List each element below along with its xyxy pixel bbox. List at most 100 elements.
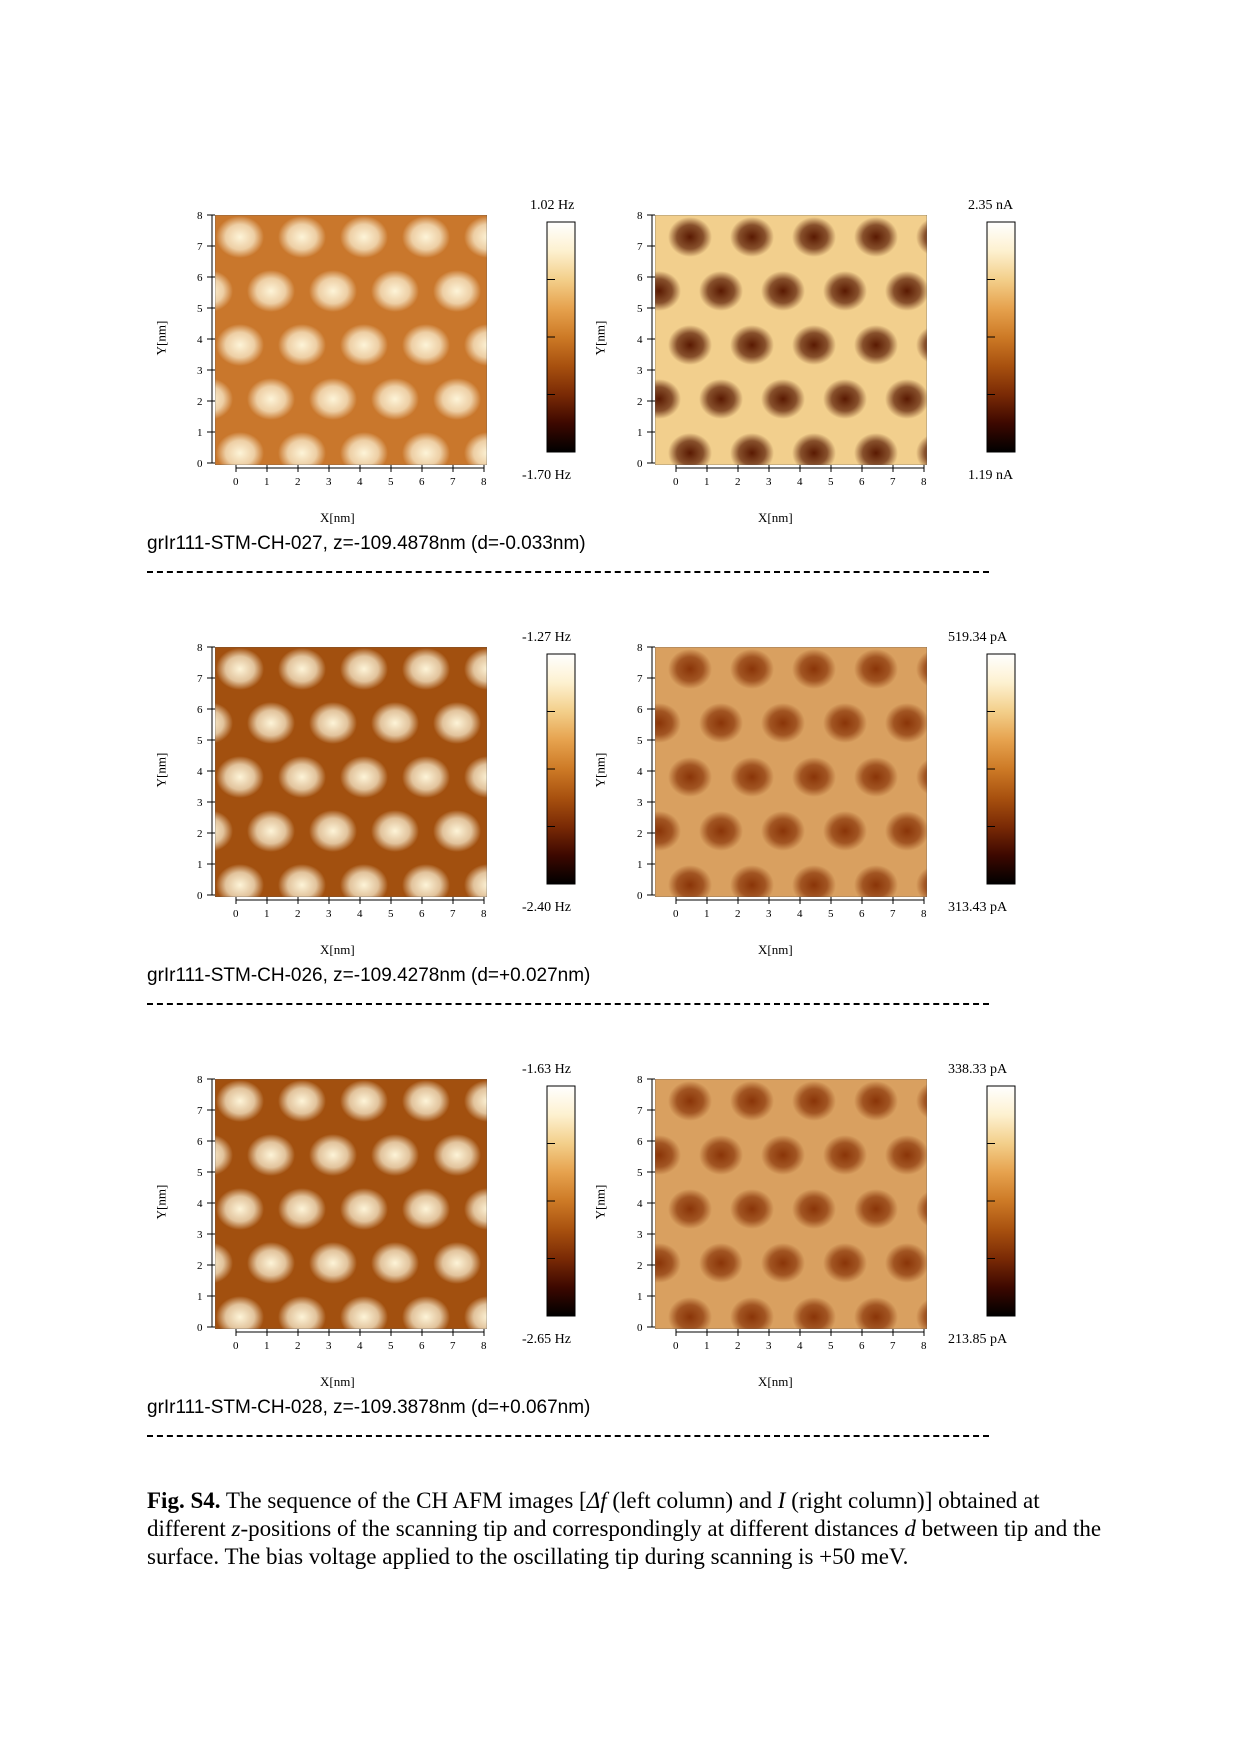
y-tick-label: 5 [637, 735, 643, 747]
image-caption: grIr111-STM-CH-027, z=-109.4878nm (d=-0.… [147, 533, 586, 554]
lattice-spot [215, 1134, 233, 1176]
y-tick-label: 3 [637, 797, 643, 809]
x-tick-label: 2 [295, 908, 301, 920]
lattice-spot [433, 1134, 481, 1176]
y-tick-label: 8 [197, 642, 203, 654]
lattice-spot [433, 1242, 481, 1284]
lattice-spot [823, 1135, 867, 1175]
lattice-spot [371, 702, 419, 744]
x-tick-label: 3 [326, 908, 332, 920]
x-tick-label: 6 [859, 908, 865, 920]
afm-image-row1 [215, 215, 487, 465]
lattice-spot [464, 432, 487, 465]
x-tick-label: 4 [357, 908, 363, 920]
caption-text: (right column)] obtained at different [147, 1488, 1040, 1541]
lattice-spot [792, 217, 836, 257]
y-tick-label: 5 [197, 735, 203, 747]
lattice-spot [247, 270, 295, 312]
x-tick-label: 8 [481, 1340, 487, 1352]
y-tick-label: 1 [637, 427, 643, 439]
colorbar-row3-afm [546, 1085, 576, 1317]
lattice-spot [402, 648, 450, 690]
colorbar-row1-afm [546, 221, 576, 453]
lattice-spot [916, 435, 927, 465]
x-axis-row2-stm: 0 1 2 3 4 5 6 7 8 [673, 897, 927, 920]
lattice-spot [216, 648, 264, 690]
x-tick-label: 7 [450, 476, 456, 488]
y-tick-label: 0 [197, 458, 203, 470]
caption-delta-f: Δf [586, 1488, 607, 1513]
y-tick-label: 5 [637, 303, 643, 315]
lattice-spot [699, 1243, 743, 1283]
lattice-spot [247, 1242, 295, 1284]
lattice-spot [854, 649, 898, 689]
lattice-spot [402, 216, 450, 258]
lattice-spot [699, 1135, 743, 1175]
lattice-spot [215, 378, 233, 420]
y-tick-label: 8 [637, 642, 643, 654]
colorbar-min-label: -2.40 Hz [522, 900, 571, 915]
lattice-spot [216, 1296, 264, 1329]
lattice-spot [823, 703, 867, 743]
y-axis-label: Y[nm] [153, 752, 169, 788]
x-tick-label: 2 [295, 476, 301, 488]
caption-text: between tip and the surface. The bias vo… [147, 1516, 1102, 1569]
lattice-spot [854, 1189, 898, 1229]
lattice-spot [761, 1135, 805, 1175]
y-axis-label: Y[nm] [153, 320, 169, 356]
x-tick-label: 0 [233, 908, 239, 920]
y-tick-label: 4 [197, 334, 203, 346]
lattice-spot [916, 1191, 927, 1227]
caption-text: The sequence of the CH AFM images [ [220, 1488, 587, 1513]
x-tick-label: 2 [735, 476, 741, 488]
x-tick-label: 1 [264, 476, 270, 488]
lattice-spot [885, 811, 927, 851]
x-tick-label: 7 [890, 908, 896, 920]
y-tick-label: 7 [637, 241, 643, 253]
x-tick-label: 1 [704, 908, 710, 920]
x-tick-label: 4 [797, 1340, 803, 1352]
lattice-spot [371, 378, 419, 420]
lattice-spot [216, 432, 264, 465]
y-tick-label: 3 [197, 365, 203, 377]
x-tick-label: 8 [921, 1340, 927, 1352]
y-tick-label: 8 [197, 1074, 203, 1086]
lattice-spot [340, 1296, 388, 1329]
x-tick-label: 3 [326, 1340, 332, 1352]
y-tick-label: 1 [637, 859, 643, 871]
colorbar-row1-stm [986, 221, 1016, 453]
lattice-spot [668, 1081, 712, 1121]
x-tick-label: 5 [388, 908, 394, 920]
lattice-spot [823, 811, 867, 851]
lattice-spot [278, 1188, 326, 1230]
y-tick-label: 0 [197, 1322, 203, 1334]
lattice-spot [668, 217, 712, 257]
y-tick-label: 8 [637, 210, 643, 222]
x-tick-label: 2 [735, 1340, 741, 1352]
colorbar-row2-afm [546, 653, 576, 885]
lattice-spot [730, 433, 774, 465]
lattice-spot [215, 702, 233, 744]
lattice-spot [916, 651, 927, 687]
lattice-spot [854, 1297, 898, 1329]
lattice-spot [730, 325, 774, 365]
lattice-spot [278, 756, 326, 798]
colorbar-row2-stm [986, 653, 1016, 885]
lattice-spot [278, 1296, 326, 1329]
lattice-spot [309, 810, 357, 852]
colorbar-gradient [986, 1085, 1016, 1317]
lattice-spot [215, 1242, 233, 1284]
stm-image-row3 [655, 1079, 927, 1329]
y-tick-label: 4 [197, 766, 203, 778]
image-caption: grIr111-STM-CH-026, z=-109.4278nm (d=+0.… [147, 965, 591, 986]
lattice-spot [655, 1135, 681, 1175]
x-tick-label: 2 [735, 908, 741, 920]
x-axis-row1-afm: 0 1 2 3 4 5 6 7 8 [233, 465, 487, 488]
figure-caption: Fig. S4. The sequence of the CH AFM imag… [147, 1487, 1107, 1571]
y-axis-row1-stm: 0 1 2 3 4 5 6 7 8 [637, 210, 655, 470]
lattice-spot [655, 811, 681, 851]
lattice-spot [792, 325, 836, 365]
lattice-spot [464, 1188, 487, 1230]
lattice-spot [340, 756, 388, 798]
